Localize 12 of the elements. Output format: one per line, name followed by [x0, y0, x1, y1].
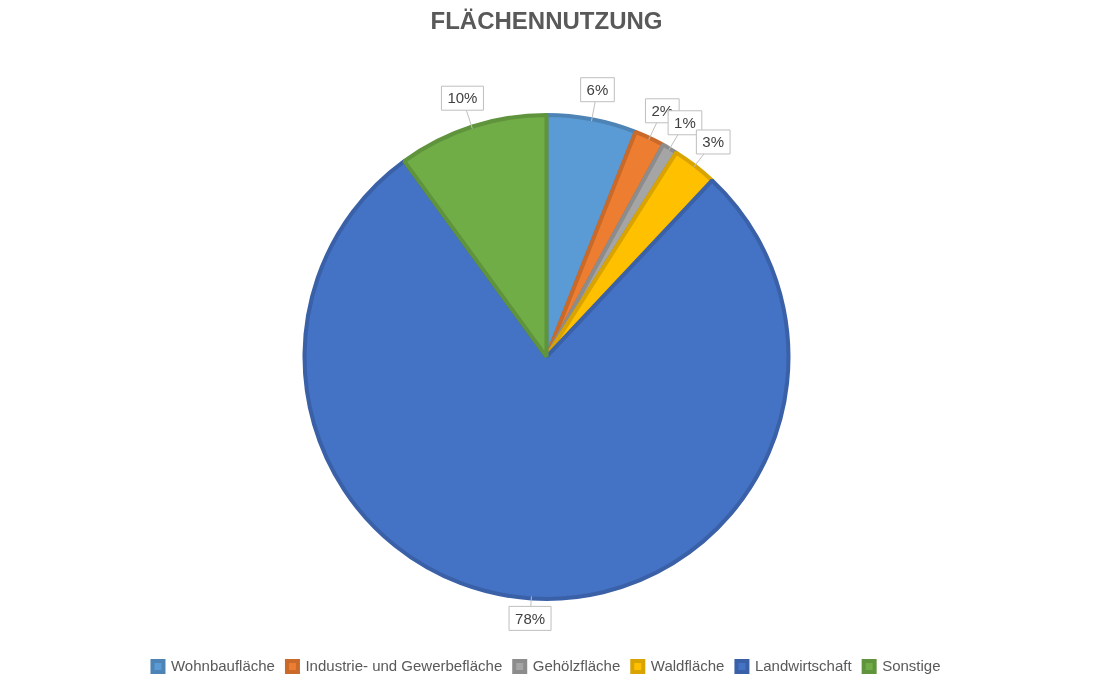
data-label: 1%	[674, 113, 696, 131]
legend-label: Sonstige	[882, 656, 941, 674]
legend-label: Landwirtschaft	[754, 656, 853, 674]
chart-title: FLÄCHENNUTZUNG	[430, 7, 663, 35]
legend-label: Industrie- und Gewerbefläche	[305, 656, 503, 674]
legend-label: Waldfläche	[650, 656, 725, 674]
legend-label: Gehölzfläche	[532, 656, 621, 674]
legend-label: Wohnbaufläche	[170, 656, 275, 674]
data-label: 3%	[702, 133, 725, 151]
data-label: 10%	[447, 89, 478, 107]
data-label: 6%	[586, 80, 609, 98]
data-label: 78%	[515, 609, 546, 627]
